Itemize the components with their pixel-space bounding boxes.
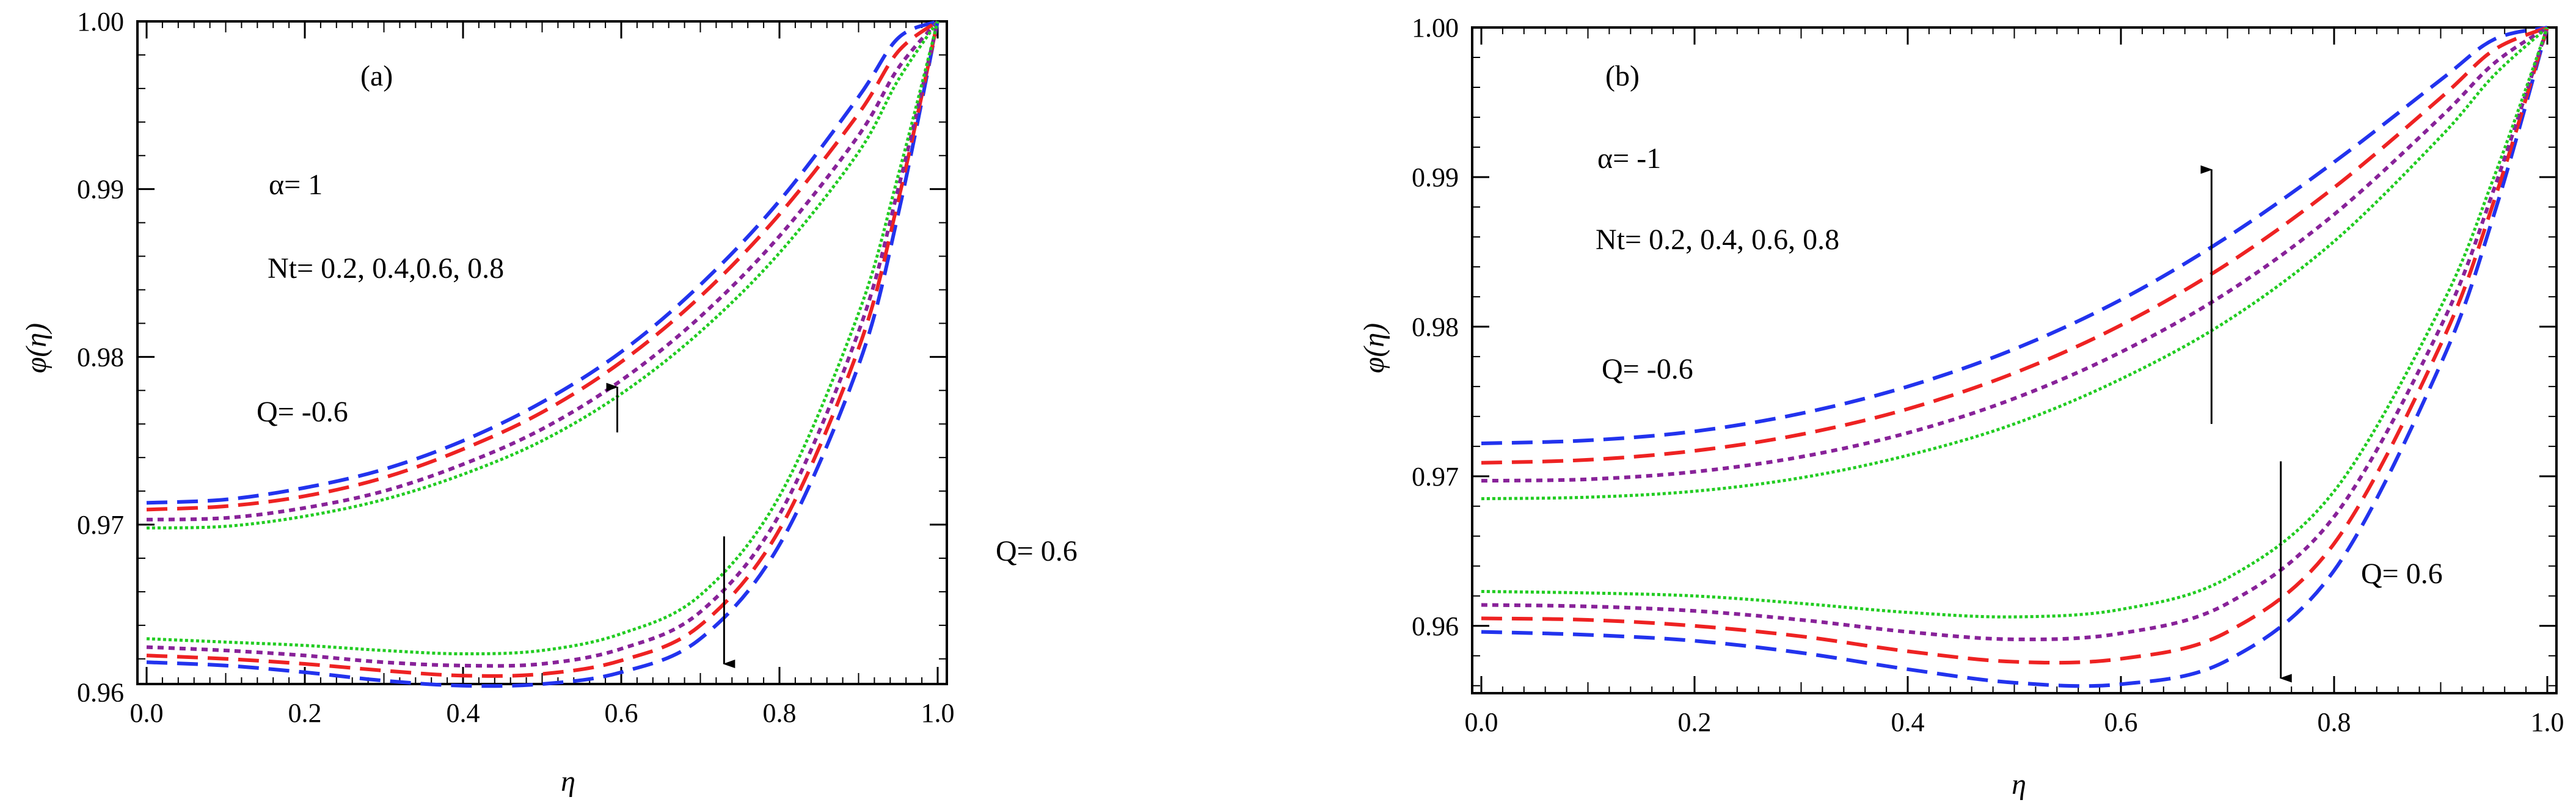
panel-b-x-tick-label: 1.0	[2531, 707, 2564, 737]
panel-b-series-line	[1481, 26, 2549, 465]
panel-b-series-line	[1481, 26, 2549, 483]
panel-a-title: (a)	[360, 60, 393, 92]
panel-a-q-pos-label: Q= 0.6	[996, 535, 1078, 567]
panel-b-xlabel: η	[2012, 768, 2026, 801]
panel-a-y-tick-label: 0.99	[77, 175, 124, 205]
panel-b-x-tick-label: 0.2	[1678, 707, 1712, 737]
panel-b-plot: 0.0 0.2 0.4 0.6 0.8 1.0 0.96 0.97 0.98 0.99 1.00	[1412, 13, 2564, 737]
panel-a-x-tick-label: 0.2	[288, 698, 322, 728]
panel-a-x-tick-label: 0.0	[130, 698, 164, 728]
panel-a-x-tick-label: 0.4	[447, 698, 480, 728]
panel-b-series-line	[1481, 27, 2549, 619]
panel-b-series-line	[1481, 27, 2549, 641]
panel-b-series-line	[1481, 26, 2548, 445]
panel-b-series-line	[1481, 27, 2549, 665]
panel-b-series-line	[1481, 27, 2549, 688]
panel-b-nt-label: Nt= 0.2, 0.4, 0.6, 0.8	[1596, 224, 1839, 256]
panel-b-series-line	[1481, 26, 2549, 501]
panel-a-plot: 0.0 0.2 0.4 0.6 0.8 1.0 0.96 0.97 0.98 0.99 1.00	[77, 7, 955, 728]
panel-a-y-tick-label: 0.98	[77, 342, 124, 372]
panel-a-series-line	[146, 21, 940, 678]
panel-a-x-tick-label: 0.8	[763, 698, 797, 728]
panel-a-series-line	[146, 21, 940, 656]
panel-b-ylabel: φ(η)	[1358, 323, 1390, 373]
panel-a-x-tick-label: 1.0	[921, 698, 955, 728]
panel-b-x-tick-label: 0.0	[1465, 707, 1498, 737]
panel-a-x-tick-label: 0.6	[605, 698, 638, 728]
panel-a-y-tick-label: 0.97	[77, 510, 124, 540]
panel-a-y-tick-label: 1.00	[77, 7, 124, 37]
panel-a-nt-label: Nt= 0.2, 0.4,0.6, 0.8	[268, 252, 504, 285]
panel-b-y-tick-label: 1.00	[1412, 13, 1459, 43]
panel-b-title: (b)	[1605, 60, 1640, 92]
panel-a-ylabel: φ(η)	[20, 323, 53, 373]
panel-b-x-tick-label: 0.6	[2104, 707, 2138, 737]
panel-a-series-line	[146, 20, 940, 530]
panel-b-alpha-label: α= -1	[1597, 142, 1661, 175]
panel-b-q-pos-label: Q= 0.6	[2361, 558, 2443, 590]
panel-a-frame	[136, 20, 948, 685]
panel-a-series-line	[146, 20, 940, 522]
panel-b: 0.0 0.2 0.4 0.6 0.8 1.0 0.96 0.97 0.98 0.99 1.00 (…	[1358, 13, 2564, 801]
panel-a-y-tick-label: 0.96	[77, 678, 124, 708]
panel-b-q-neg-label: Q= -0.6	[1602, 353, 1693, 385]
panel-a-series-line	[146, 21, 940, 668]
panel-a-xlabel: η	[561, 765, 575, 798]
panel-b-y-tick-label: 0.99	[1412, 162, 1459, 192]
panel-a-series-line	[146, 21, 940, 688]
panel-b-y-tick-label: 0.96	[1412, 611, 1459, 641]
panel-a: 0.0 0.2 0.4 0.6 0.8 1.0 0.96 0.97 0.98 0.99 1.00 (…	[20, 7, 1078, 798]
panel-b-x-tick-label: 0.4	[1891, 707, 1925, 737]
panel-b-x-tick-label: 0.8	[2318, 707, 2351, 737]
panel-b-y-tick-label: 0.98	[1412, 312, 1459, 342]
panel-a-q-neg-label: Q= -0.6	[257, 396, 348, 428]
panel-b-y-tick-label: 0.97	[1412, 462, 1459, 492]
panel-a-alpha-label: α= 1	[269, 169, 323, 201]
panel-a-series-line	[146, 20, 939, 512]
panel-a-series-line	[146, 20, 939, 505]
